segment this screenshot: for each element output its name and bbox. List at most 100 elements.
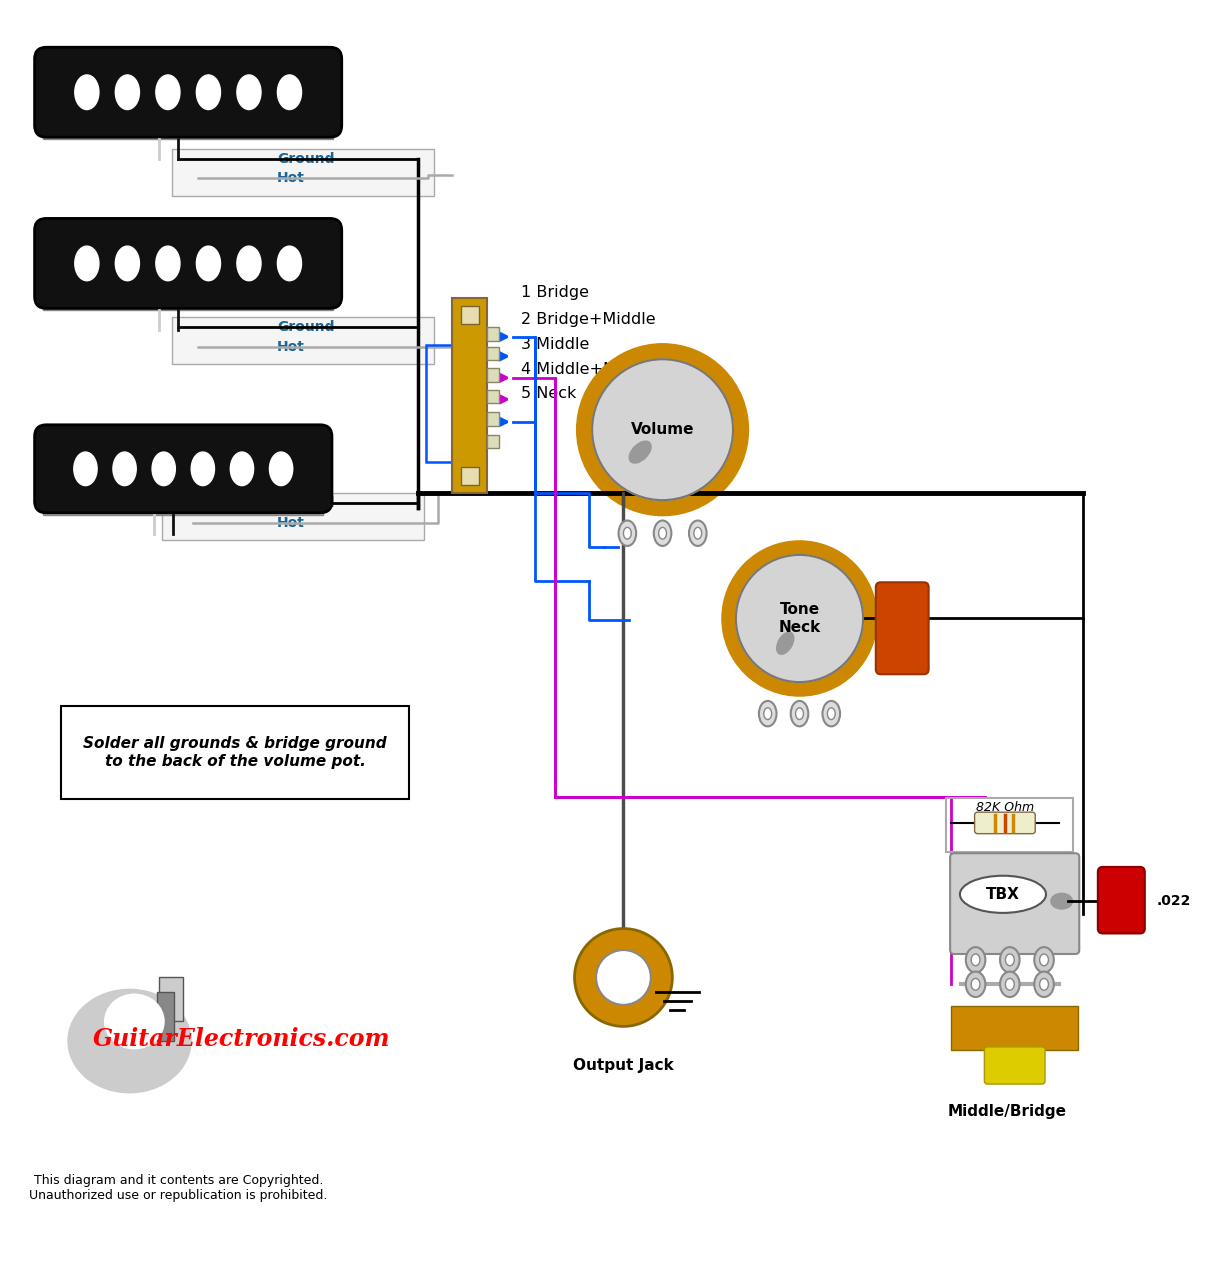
Ellipse shape: [1040, 954, 1049, 965]
Ellipse shape: [619, 521, 636, 547]
Ellipse shape: [688, 521, 707, 547]
Bar: [172, 317, 434, 365]
Bar: [946, 799, 1073, 852]
Text: Volume: Volume: [631, 422, 695, 438]
Ellipse shape: [965, 947, 985, 973]
FancyBboxPatch shape: [34, 47, 342, 137]
Bar: [426, 344, 466, 462]
Ellipse shape: [75, 76, 99, 110]
Bar: [172, 148, 434, 196]
Text: Hot: Hot: [277, 339, 305, 353]
Text: GuitarElectronics.com: GuitarElectronics.com: [93, 1027, 391, 1051]
Bar: [488, 347, 500, 360]
Text: 1 Bridge: 1 Bridge: [521, 285, 589, 301]
FancyBboxPatch shape: [34, 425, 332, 513]
Circle shape: [592, 360, 733, 500]
Ellipse shape: [196, 246, 220, 280]
FancyBboxPatch shape: [951, 854, 1079, 954]
Ellipse shape: [75, 246, 99, 280]
Bar: [951, 1006, 1078, 1050]
Ellipse shape: [764, 708, 772, 719]
FancyBboxPatch shape: [61, 705, 409, 800]
Ellipse shape: [113, 452, 136, 485]
Ellipse shape: [196, 76, 220, 110]
Ellipse shape: [1034, 972, 1053, 997]
Text: Hot: Hot: [277, 516, 305, 530]
Text: 4 Middle+Neck: 4 Middle+Neck: [521, 361, 643, 376]
Ellipse shape: [115, 246, 140, 280]
Bar: [43, 499, 323, 515]
Text: Ground: Ground: [277, 497, 334, 509]
Bar: [488, 412, 500, 426]
Ellipse shape: [659, 527, 666, 539]
Ellipse shape: [971, 954, 980, 965]
Ellipse shape: [105, 995, 164, 1048]
Ellipse shape: [277, 246, 301, 280]
FancyBboxPatch shape: [1098, 867, 1145, 933]
Ellipse shape: [1051, 893, 1072, 909]
Circle shape: [736, 556, 864, 682]
Ellipse shape: [693, 527, 702, 539]
Text: Hot: Hot: [277, 172, 305, 186]
Ellipse shape: [1006, 978, 1014, 991]
Ellipse shape: [777, 632, 794, 654]
Ellipse shape: [156, 246, 180, 280]
FancyBboxPatch shape: [975, 812, 1035, 833]
Ellipse shape: [277, 76, 301, 110]
Text: TBX: TBX: [986, 887, 1020, 902]
Ellipse shape: [236, 76, 261, 110]
Ellipse shape: [1040, 978, 1049, 991]
Text: Ground: Ground: [277, 152, 334, 165]
Bar: [43, 294, 333, 310]
Circle shape: [722, 541, 877, 696]
FancyBboxPatch shape: [985, 1047, 1045, 1084]
Bar: [488, 369, 500, 381]
Text: 82K Ohm: 82K Ohm: [976, 801, 1034, 814]
Text: Ground: Ground: [277, 320, 334, 334]
Ellipse shape: [69, 989, 191, 1092]
Bar: [452, 298, 488, 493]
Text: 2 Bridge+Middle: 2 Bridge+Middle: [521, 311, 655, 326]
Ellipse shape: [230, 452, 254, 485]
Ellipse shape: [960, 876, 1046, 913]
Ellipse shape: [790, 701, 808, 726]
Ellipse shape: [624, 527, 631, 539]
Ellipse shape: [1006, 954, 1014, 965]
Bar: [488, 389, 500, 403]
FancyBboxPatch shape: [876, 582, 929, 675]
Circle shape: [597, 950, 650, 1005]
Ellipse shape: [156, 76, 180, 110]
Bar: [488, 435, 500, 448]
Circle shape: [577, 344, 748, 516]
Ellipse shape: [270, 452, 293, 485]
Ellipse shape: [795, 708, 804, 719]
FancyBboxPatch shape: [34, 219, 342, 308]
Ellipse shape: [827, 708, 835, 719]
Text: 5 Neck: 5 Neck: [521, 387, 576, 401]
Circle shape: [575, 928, 673, 1027]
Bar: [157, 992, 174, 1041]
Bar: [162, 493, 424, 540]
Ellipse shape: [1000, 947, 1019, 973]
Ellipse shape: [822, 701, 840, 726]
Ellipse shape: [74, 452, 97, 485]
Ellipse shape: [1000, 972, 1019, 997]
Ellipse shape: [971, 978, 980, 991]
Ellipse shape: [630, 442, 652, 463]
Ellipse shape: [965, 972, 985, 997]
Text: Solder all grounds & bridge ground
to the back of the volume pot.: Solder all grounds & bridge ground to th…: [83, 736, 387, 769]
Ellipse shape: [654, 521, 671, 547]
Ellipse shape: [760, 701, 777, 726]
Ellipse shape: [191, 452, 214, 485]
Ellipse shape: [1034, 947, 1053, 973]
Bar: [43, 124, 333, 140]
Text: .022: .022: [1156, 895, 1191, 909]
Text: Tone
Neck: Tone Neck: [778, 603, 821, 635]
Ellipse shape: [236, 246, 261, 280]
Text: 3 Middle: 3 Middle: [521, 337, 589, 352]
Ellipse shape: [152, 452, 175, 485]
Bar: [159, 978, 184, 1021]
Text: This diagram and it contents are Copyrighted.
Unauthorized use or republication : This diagram and it contents are Copyrig…: [29, 1174, 327, 1202]
Bar: [488, 326, 500, 340]
Text: Middle/Bridge: Middle/Bridge: [947, 1103, 1067, 1119]
